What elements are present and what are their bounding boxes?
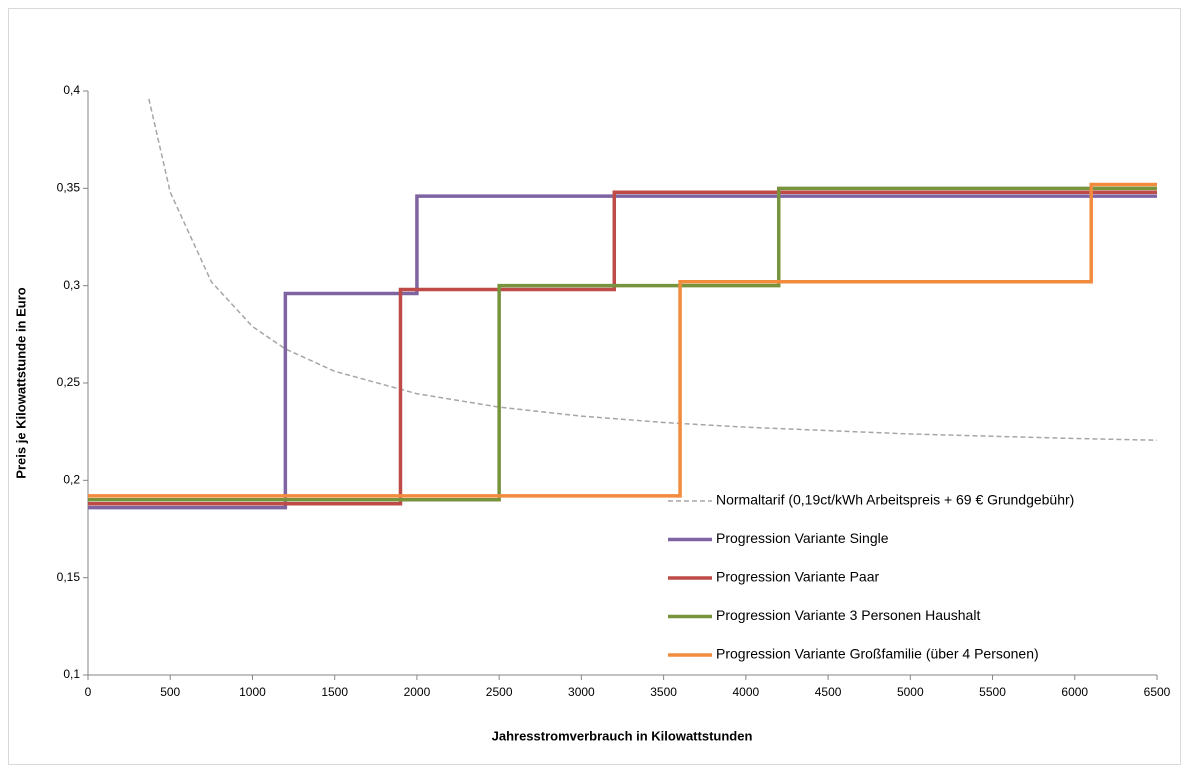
series-line	[88, 194, 1157, 510]
x-tick-label: 3500	[650, 685, 677, 699]
y-tick-label: 0,2	[63, 473, 80, 487]
legend-label: Normaltarif (0,19ct/kWh Arbeitspreis + 6…	[716, 492, 1074, 508]
y-axis-title: Preis je Kilowattstunde in Euro	[13, 287, 28, 478]
x-tick-label: 4500	[815, 685, 842, 699]
x-tick-label: 0	[85, 685, 92, 699]
x-tick-label: 1000	[239, 685, 266, 699]
y-tick-label: 0,25	[57, 375, 81, 389]
x-tick-label: 5000	[897, 685, 924, 699]
x-tick-label: 4000	[732, 685, 759, 699]
y-tick-label: 0,35	[57, 181, 81, 195]
x-tick-label: 500	[160, 685, 180, 699]
chart-border	[8, 8, 1181, 765]
x-tick-label: 3000	[568, 685, 595, 699]
legend-label: Progression Variante Großfamilie (über 4…	[716, 646, 1039, 662]
x-tick-label: 6500	[1144, 685, 1171, 699]
legend-label: Progression Variante Single	[716, 530, 889, 546]
x-tick-label: 2000	[404, 685, 431, 699]
legend-label: Progression Variante 3 Personen Haushalt	[716, 607, 980, 623]
legend-label: Progression Variante Paar	[716, 569, 879, 585]
x-axis-title: Jahresstromverbrauch in Kilowattstunden	[492, 728, 753, 743]
x-tick-label: 5500	[979, 685, 1006, 699]
y-tick-label: 0,3	[63, 278, 80, 292]
series-line	[88, 190, 1157, 506]
series-line	[88, 182, 1157, 498]
x-tick-label: 6000	[1061, 685, 1088, 699]
series-line	[88, 186, 1157, 502]
y-tick-label: 0,1	[63, 667, 80, 681]
y-tick-label: 0,4	[63, 83, 80, 97]
x-tick-label: 1500	[321, 685, 348, 699]
series-line	[148, 98, 1158, 441]
x-tick-label: 2500	[486, 685, 513, 699]
y-tick-label: 0,15	[57, 570, 81, 584]
